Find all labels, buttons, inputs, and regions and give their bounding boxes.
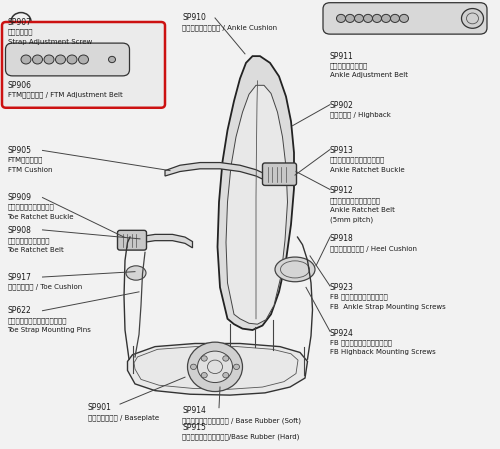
Text: SP622: SP622: [8, 306, 31, 315]
Text: Strap Adjustment Screw: Strap Adjustment Screw: [8, 39, 92, 44]
Polygon shape: [218, 56, 294, 330]
FancyBboxPatch shape: [323, 3, 487, 34]
Circle shape: [336, 14, 345, 22]
Circle shape: [223, 356, 229, 361]
Polygon shape: [165, 163, 268, 181]
Circle shape: [382, 14, 390, 22]
Circle shape: [78, 55, 88, 64]
Text: SP907: SP907: [8, 18, 32, 27]
Text: 長さ調整ビス: 長さ調整ビス: [8, 29, 33, 35]
Text: トゥラチェットバックル: トゥラチェットバックル: [8, 204, 54, 211]
Circle shape: [222, 373, 228, 378]
Text: SP924: SP924: [330, 329, 354, 338]
Circle shape: [462, 9, 483, 28]
Text: Ankle Ratchet Buckle: Ankle Ratchet Buckle: [330, 167, 404, 172]
Circle shape: [234, 364, 239, 370]
Circle shape: [390, 14, 400, 22]
Text: アンクルラチェットベルト: アンクルラチェットベルト: [330, 197, 381, 204]
Text: SP902: SP902: [330, 101, 354, 110]
FancyBboxPatch shape: [2, 22, 165, 108]
Text: FB Highback Mounting Screws: FB Highback Mounting Screws: [330, 349, 436, 355]
Text: SP918: SP918: [330, 234, 354, 243]
Text: FTM Cushion: FTM Cushion: [8, 167, 52, 172]
Circle shape: [198, 351, 232, 383]
Text: SP913: SP913: [330, 146, 354, 155]
Text: アンクルクッション / Ankle Cushion: アンクルクッション / Ankle Cushion: [182, 24, 278, 31]
Circle shape: [364, 14, 372, 22]
Circle shape: [400, 14, 408, 22]
Circle shape: [202, 356, 207, 361]
Text: ベースラバー（ソフト） / Base Rubber (Soft): ベースラバー（ソフト） / Base Rubber (Soft): [182, 417, 302, 424]
Text: FTMクッション: FTMクッション: [8, 157, 43, 163]
Circle shape: [67, 55, 77, 64]
Ellipse shape: [275, 257, 315, 282]
Circle shape: [21, 55, 31, 64]
Circle shape: [201, 373, 207, 378]
FancyBboxPatch shape: [6, 43, 130, 76]
Text: アンクル調整ベルト: アンクル調整ベルト: [330, 62, 368, 69]
Circle shape: [44, 55, 54, 64]
Text: Toe Strap Mounting Pins: Toe Strap Mounting Pins: [8, 327, 91, 333]
FancyBboxPatch shape: [262, 163, 296, 185]
Text: ベースプレート / Baseplate: ベースプレート / Baseplate: [88, 414, 158, 421]
Text: (5mm pitch): (5mm pitch): [330, 217, 373, 223]
Text: FB  Ankle Strap Mounting Screws: FB Ankle Strap Mounting Screws: [330, 304, 446, 309]
Polygon shape: [128, 343, 308, 395]
Text: SP914: SP914: [182, 406, 206, 415]
Circle shape: [372, 14, 382, 22]
Text: SP901: SP901: [88, 403, 112, 412]
Text: SP923: SP923: [330, 283, 354, 292]
Text: SP911: SP911: [330, 52, 354, 61]
Text: FB ハイバック取付ビスセット: FB ハイバック取付ビスセット: [330, 339, 392, 346]
Polygon shape: [226, 85, 288, 324]
Text: ハイバック / Highback: ハイバック / Highback: [330, 112, 391, 119]
Text: SP917: SP917: [8, 273, 32, 282]
Text: SP915: SP915: [182, 423, 206, 432]
Text: Toe Ratchet Buckle: Toe Ratchet Buckle: [8, 214, 74, 220]
Circle shape: [108, 56, 116, 62]
Text: ベースラバー（ハード）/Base Rubber (Hard): ベースラバー（ハード）/Base Rubber (Hard): [182, 434, 300, 440]
Text: SP906: SP906: [8, 81, 32, 90]
Text: Ankle Adjustment Belt: Ankle Adjustment Belt: [330, 72, 408, 78]
Circle shape: [346, 14, 354, 22]
FancyBboxPatch shape: [118, 230, 146, 250]
Circle shape: [190, 364, 196, 370]
Text: トゥラチェットベルト: トゥラチェットベルト: [8, 237, 50, 244]
Text: Ankle Ratchet Belt: Ankle Ratchet Belt: [330, 207, 395, 213]
Text: Toe Ratchet Belt: Toe Ratchet Belt: [8, 247, 64, 253]
Circle shape: [188, 342, 242, 392]
Circle shape: [354, 14, 364, 22]
Text: FB アンクル取付ビスセット: FB アンクル取付ビスセット: [330, 294, 388, 300]
Text: SP910: SP910: [182, 13, 206, 22]
Ellipse shape: [126, 266, 146, 280]
Circle shape: [56, 55, 66, 64]
Text: アンクルラチェットバックル: アンクルラチェットバックル: [330, 157, 385, 163]
Text: SP905: SP905: [8, 146, 32, 155]
Text: トゥストラップ取付ピンセット: トゥストラップ取付ピンセット: [8, 317, 67, 324]
Text: ヒールクッション / Heel Cushion: ヒールクッション / Heel Cushion: [330, 245, 417, 252]
Text: SP912: SP912: [330, 186, 354, 195]
Text: トクッション / Toe Cushion: トクッション / Toe Cushion: [8, 283, 82, 290]
Text: SP908: SP908: [8, 226, 32, 235]
Text: FTM調整ベルト / FTM Adjustment Belt: FTM調整ベルト / FTM Adjustment Belt: [8, 92, 122, 98]
Polygon shape: [129, 234, 192, 248]
Circle shape: [32, 55, 42, 64]
Text: SP909: SP909: [8, 193, 32, 202]
